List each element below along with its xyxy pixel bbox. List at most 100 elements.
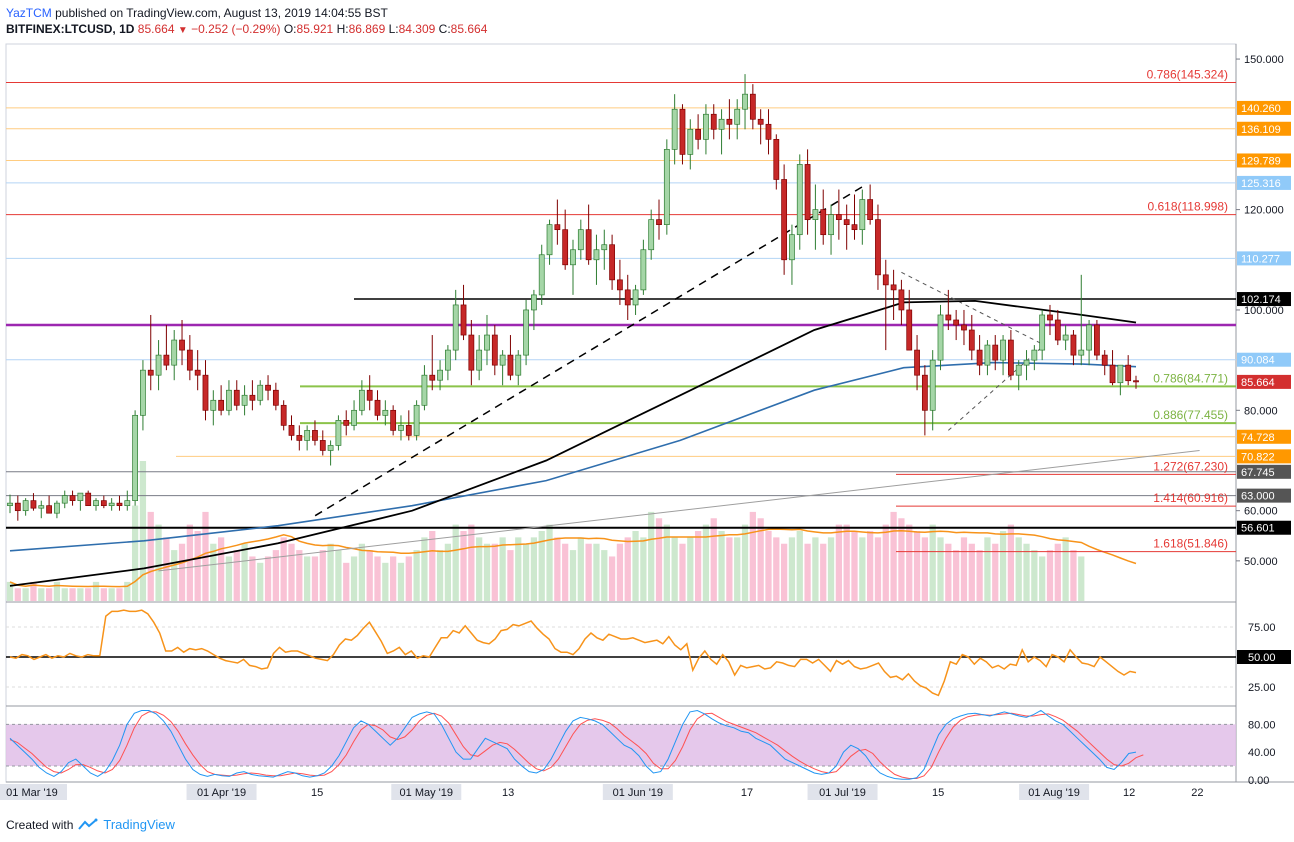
volume-bar — [14, 588, 21, 601]
candle-body — [710, 113, 717, 130]
high-label: H: — [336, 22, 349, 36]
volume-bar — [859, 537, 866, 601]
tradingview-brand[interactable]: TradingView — [103, 817, 175, 832]
grid-layer — [5, 43, 1294, 783]
volume-bar — [820, 543, 827, 601]
candle-body — [851, 224, 858, 231]
published-text: published on TradingView.com, August 13,… — [55, 6, 388, 20]
candle-body — [421, 374, 428, 406]
symbol-label[interactable]: BITFINEX:LTCUSD, 1D — [6, 22, 135, 36]
time-tick-box — [0, 784, 67, 800]
candle-body — [734, 108, 741, 125]
candle-body — [241, 394, 248, 406]
candle-body — [116, 502, 123, 507]
volume-bar — [780, 543, 788, 601]
price-tag — [1237, 464, 1291, 479]
candle-body — [413, 404, 420, 436]
volume-bar — [1031, 550, 1038, 601]
volume-bar — [257, 562, 264, 601]
time-tick-box — [807, 784, 878, 800]
fib-level-label: 1.272(67.230) — [1153, 459, 1228, 473]
candle-body — [147, 369, 154, 376]
rsi-level-label: 50.00 — [1248, 652, 1276, 664]
time-tick-label: 22 — [1191, 787, 1203, 799]
volume-bar — [429, 531, 436, 601]
volume-bar — [53, 581, 61, 601]
candle-body — [327, 445, 334, 451]
volume-bar — [608, 556, 616, 601]
volume-bar — [92, 581, 100, 601]
volume-bar — [984, 537, 991, 601]
candle-body — [186, 349, 193, 371]
volume-bar — [280, 537, 287, 601]
fib-level-label: 0.618(118.998) — [1147, 200, 1228, 214]
volume-bar — [413, 550, 420, 601]
volume-bar — [38, 588, 45, 601]
volume-bar — [452, 524, 459, 601]
volume-bar — [468, 524, 475, 601]
fib-level-label: 0.886(77.455) — [1153, 408, 1228, 422]
author-link[interactable]: YazTCM — [6, 6, 52, 20]
price-tag — [1237, 251, 1291, 266]
candle-body — [781, 179, 788, 261]
candle-body — [640, 249, 647, 291]
volume-bar — [178, 543, 186, 601]
plot-frame — [5, 43, 1237, 783]
candle-body — [1054, 319, 1061, 341]
volume-bar — [444, 543, 452, 601]
candle-body — [1070, 334, 1077, 356]
candle-body — [46, 505, 52, 514]
candle-body — [1117, 364, 1124, 384]
candle-body — [405, 425, 412, 436]
price-tick-label: 60.000 — [1244, 506, 1278, 518]
candle-body — [796, 164, 803, 236]
candle-body — [398, 425, 404, 431]
volume-bar — [1070, 550, 1077, 601]
close-label: C: — [438, 22, 451, 36]
candle-body — [257, 384, 264, 401]
candle-body — [1062, 334, 1069, 341]
candle-body — [882, 274, 889, 286]
volume-bar — [765, 531, 772, 601]
candle-body — [249, 394, 256, 401]
candle-body — [906, 309, 913, 351]
candle-body — [687, 128, 694, 155]
price-tag-label: 70.822 — [1241, 451, 1275, 463]
volume-bar — [710, 518, 717, 601]
price-axis[interactable]: 140.260 136.109 129.789 125.316 110.277 102.1… — [1236, 54, 1291, 568]
candle-body — [632, 289, 639, 306]
volume-bar — [366, 550, 373, 601]
volume-bar — [874, 537, 882, 601]
candle-body — [609, 244, 615, 281]
price-tag-label: 136.109 — [1241, 124, 1281, 136]
price-tag — [1237, 175, 1291, 190]
ma-100-line — [9, 299, 1137, 587]
price-tag — [1237, 520, 1291, 535]
candle-body — [100, 500, 107, 507]
rsi-tick-label: 75.00 — [1248, 622, 1276, 634]
candle-body — [1031, 349, 1038, 361]
volume-bar — [671, 537, 678, 601]
volume-bar — [436, 550, 444, 601]
volume-bar — [913, 531, 921, 601]
candle-body — [679, 108, 686, 155]
volume-bar — [100, 588, 107, 601]
price-tag-label: 110.277 — [1241, 253, 1280, 265]
candle-body — [54, 502, 60, 514]
time-axis[interactable]: 01 Mar '19 01 Apr '19 15 01 May '19 13 01 Jun… — [0, 784, 1204, 800]
candle-body — [499, 354, 506, 366]
time-tick-label: 15 — [932, 787, 944, 799]
candle-body — [85, 492, 92, 507]
candle-body — [984, 344, 991, 366]
stoch-tick-label: 40.00 — [1248, 747, 1276, 759]
candle-body — [140, 369, 146, 416]
volume-bar — [69, 588, 76, 601]
volume-bar — [163, 537, 170, 601]
time-tick-label: 01 Jul '19 — [819, 787, 866, 799]
time-tick-label: 01 Apr '19 — [197, 787, 246, 799]
volume-bar — [421, 537, 428, 601]
price-tick-label: 150.000 — [1244, 54, 1284, 66]
volume-bar — [882, 524, 889, 601]
volume-bar — [827, 537, 835, 601]
